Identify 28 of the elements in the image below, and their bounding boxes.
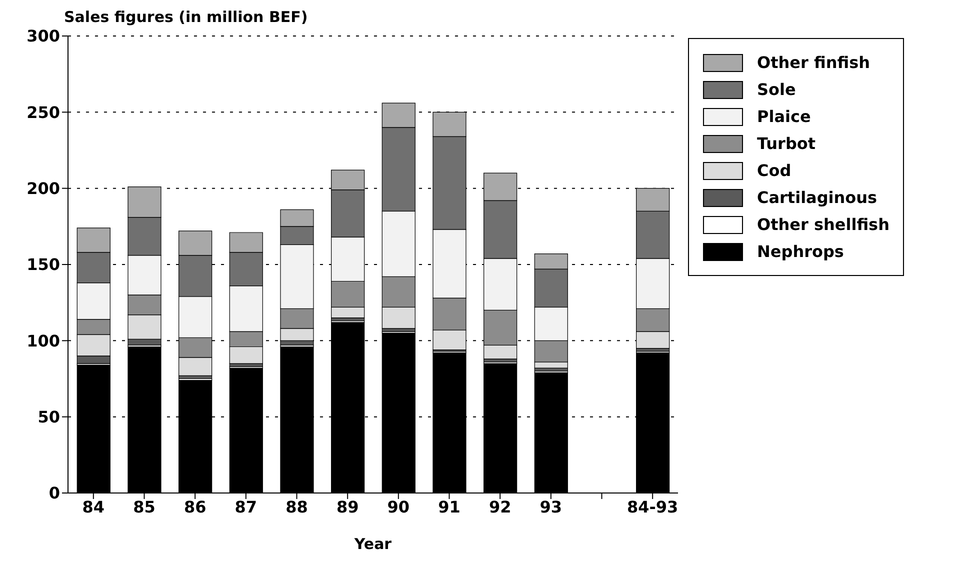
x-tick-label: 84-93 [626,497,678,516]
x-tick-label: 88 [286,497,308,516]
x-axis-title: Year [353,535,392,553]
y-tick-label: 300 [26,26,60,46]
x-tick-label: 85 [133,497,156,516]
y-tick-label: 150 [26,255,60,274]
legend-label: Other finfish [757,53,870,72]
y-tick-label: 0 [48,484,60,503]
legend-label: Turbot [757,134,816,153]
y-tick-label: 200 [26,179,60,198]
legend-label: Cartilaginous [757,188,878,207]
x-tick-label: 90 [387,497,410,516]
x-tick-label: 89 [336,497,359,516]
legend-label: Other shellfish [757,215,890,234]
legend-label: Cod [757,161,792,180]
y-tick-label: 100 [26,331,60,350]
y-tick-label: 50 [38,408,60,427]
x-tick-label: 86 [184,497,206,516]
x-tick-label: 92 [488,497,512,516]
chart-title: Sales figures (in million BEF) [64,8,308,26]
legend-label: Plaice [757,107,811,126]
y-tick-label: 250 [26,102,60,122]
x-tick-label: 87 [234,497,258,516]
legend-label: Sole [757,80,796,99]
x-tick-label: 91 [438,497,460,516]
legend-label: Nephrops [757,242,844,261]
x-tick-label: 93 [540,497,562,516]
x-tick-label: 84 [82,497,105,516]
